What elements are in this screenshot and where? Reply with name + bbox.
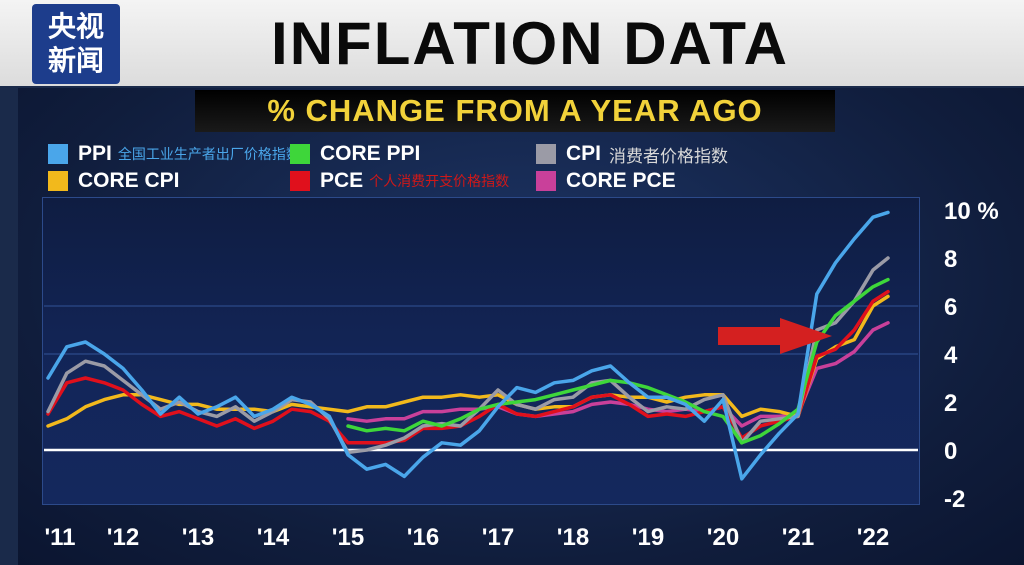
legend-item-core-cpi: CORE CPI [48, 168, 180, 194]
legend-swatch-core-pce [536, 171, 556, 191]
x-tick-label: '16 [407, 524, 439, 551]
legend-label-pce: PCE [320, 169, 364, 192]
x-tick-label: '22 [857, 524, 889, 551]
legend-item-core-ppi: CORE PPI [290, 141, 420, 167]
legend-label-core-cpi: CORE CPI [78, 169, 180, 192]
legend-swatch-ppi [48, 144, 68, 164]
y-tick-label: 10 % [944, 198, 999, 225]
x-tick-label: '13 [182, 524, 214, 551]
legend-swatch-cpi [536, 144, 556, 164]
x-tick-label: '12 [107, 524, 139, 551]
x-tick-label: '15 [332, 524, 364, 551]
legend-label-ppi: PPI [78, 142, 112, 165]
x-tick-label: '14 [257, 524, 290, 551]
legend-label-ppi-zh: 全国工业生产者出厂价格指数 [117, 147, 300, 163]
series-line-core-cpi [46, 294, 890, 428]
x-tick-label: '11 [44, 524, 75, 551]
legend-label-pce-zh: 个人消费开支价格指数 [369, 174, 510, 190]
x-tick-label: '19 [632, 524, 664, 551]
page-title: INFLATION DATA [271, 10, 789, 77]
legend-item-core-pce: CORE PCE [536, 168, 676, 194]
logo-line-2: 新闻 [47, 44, 104, 77]
legend-item-pce: PCE 个人消费开支价格指数 [290, 168, 509, 194]
x-tick-label: '18 [557, 524, 589, 551]
gridlines [44, 305, 918, 452]
legend-swatch-pce [290, 171, 310, 191]
legend-swatch-core-ppi [290, 144, 310, 164]
legend-label-cpi: CPI [566, 142, 602, 165]
x-tick-label: '21 [782, 524, 814, 551]
red-arrow [718, 318, 832, 354]
y-tick-label: 0 [944, 438, 957, 465]
legend-label-core-ppi: CORE PPI [320, 142, 421, 165]
annotation [718, 318, 832, 354]
x-tick-label: '20 [707, 524, 739, 551]
y-tick-label: 6 [944, 294, 957, 321]
legend-swatch-core-cpi [48, 171, 68, 191]
series-line-ppi [46, 210, 890, 481]
plot-area [42, 197, 920, 505]
y-tick-label: 2 [944, 390, 957, 417]
logo-line-1: 央视 [47, 10, 104, 43]
cctv-news-logo: 央视 新闻 [32, 4, 120, 84]
y-tick-label: 8 [944, 246, 957, 273]
x-tick-label: '17 [482, 524, 514, 551]
x-tick-labels: '11 '12 '13 '14 '15 '16 '17 '18 '19 '20 '21 '22 [44, 524, 889, 551]
y-tick-label: 4 [944, 342, 958, 369]
y-tick-label: -2 [944, 486, 965, 513]
header-bar [0, 0, 1024, 86]
y-tick-labels: -2 0 2 4 6 8 10 % [944, 198, 999, 513]
series-lines [46, 210, 890, 481]
legend-item-cpi: CPI 消费者价格指数 [536, 141, 728, 167]
legend-label-cpi-zh: 消费者价格指数 [609, 146, 729, 167]
chart-subtitle: % CHANGE FROM A YEAR AGO [195, 90, 835, 132]
legend-item-ppi: PPI 全国工业生产者出厂价格指数 [48, 141, 300, 167]
legend-label-core-pce: CORE PCE [566, 169, 676, 192]
